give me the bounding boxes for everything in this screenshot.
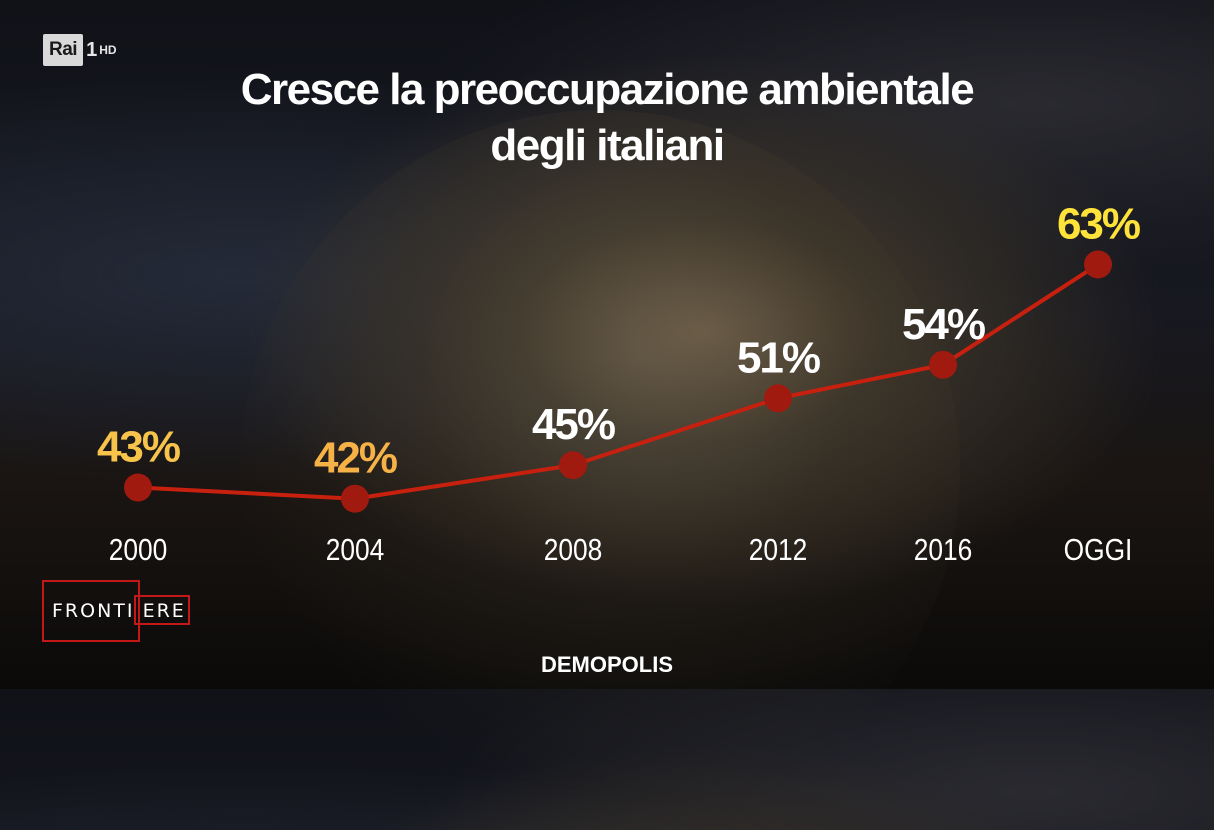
x-tick-label-2016: 2016 xyxy=(914,533,973,567)
frontiere-logo-text: FRONTI ERE xyxy=(52,600,186,622)
data-point-2012 xyxy=(764,384,792,413)
data-label-2000: 43% xyxy=(97,423,180,472)
data-label-2016: 54% xyxy=(902,300,985,349)
data-label-oggi: 63% xyxy=(1057,199,1140,248)
rai1-hd-logo: Rai 1 HD xyxy=(43,31,117,69)
line-chart: 43% 2000 42% 2004 45% 2008 51% 2012 54% 2016 63% OG… xyxy=(96,199,1142,567)
data-point-oggi xyxy=(1084,250,1112,279)
x-tick-label-2004: 2004 xyxy=(326,533,385,567)
rai-hd-label: HD xyxy=(99,43,117,57)
frontiere-logo: FRONTI ERE xyxy=(42,580,192,642)
data-label-2004: 42% xyxy=(314,434,397,483)
chart-title-line1: Cresce la preoccupazione ambientale xyxy=(240,65,975,114)
series-line xyxy=(137,262,1100,501)
frontiere-logo-frame-small xyxy=(134,595,190,625)
data-label-2008: 45% xyxy=(532,400,615,449)
source-logo-demopolis: DEMOPOLIS xyxy=(540,652,673,677)
x-tick-label-oggi: OGGI xyxy=(1064,533,1133,567)
chart-title-line2: degli italiani xyxy=(490,121,725,170)
chart-title: Cresce la preoccupazione ambientale degl… xyxy=(0,62,1214,174)
data-point-2000 xyxy=(124,473,152,502)
data-point-2004 xyxy=(341,484,369,513)
x-tick-label-2000: 2000 xyxy=(109,533,168,567)
x-tick-label-2012: 2012 xyxy=(749,533,808,567)
data-point-2016 xyxy=(929,350,957,379)
data-label-2012: 51% xyxy=(737,333,820,382)
rai-logo-box: Rai xyxy=(43,34,84,66)
x-tick-label-2008: 2008 xyxy=(544,533,603,567)
data-point-2008 xyxy=(559,451,587,480)
frontiere-logo-frame xyxy=(42,580,140,642)
rai-channel-number: 1 xyxy=(86,38,98,61)
